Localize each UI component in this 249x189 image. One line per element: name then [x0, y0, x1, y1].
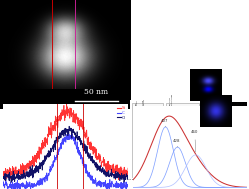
Bar	[183, 110, 186, 172]
Bar	[135, 110, 138, 172]
Text: 460: 460	[191, 130, 198, 152]
Text: Oxidation procedure: Oxidation procedure	[171, 179, 195, 180]
Text: SiC/SiO₂
nanostructures: SiC/SiO₂ nanostructures	[169, 92, 172, 108]
Ellipse shape	[173, 134, 182, 149]
Bar	[176, 110, 179, 172]
Bar	[142, 110, 145, 172]
Text: SiC/SiOx
nanowires: SiC/SiOx nanowires	[142, 98, 145, 108]
Ellipse shape	[180, 134, 189, 149]
Bar	[183, 110, 186, 172]
Text: VS growth procedure: VS growth procedure	[127, 179, 153, 180]
Text: 50 nm: 50 nm	[84, 88, 108, 96]
Bar	[149, 110, 152, 172]
Bar	[132, 103, 163, 177]
Text: 407: 407	[161, 119, 168, 127]
Text: SiC
nanwires: SiC nanwires	[136, 99, 138, 108]
Legend: Si, C, O: Si, C, O	[117, 106, 126, 120]
Text: 428: 428	[173, 139, 180, 147]
Bar	[166, 103, 199, 177]
Bar	[176, 110, 179, 172]
Bar	[169, 110, 173, 172]
